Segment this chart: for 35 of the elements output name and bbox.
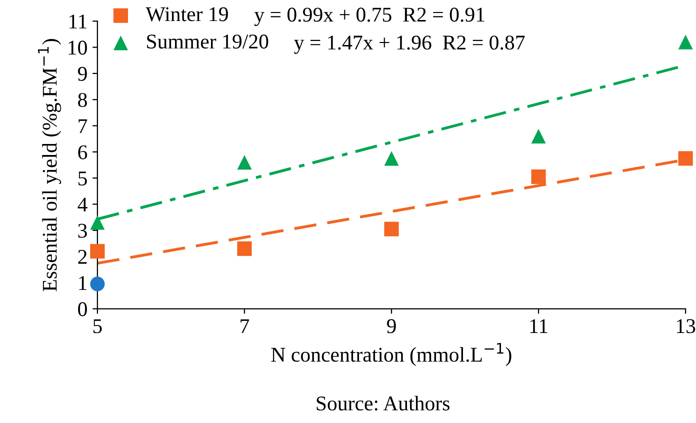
y-tick-label: 3 (78, 224, 87, 238)
x-tick-label: 13 (676, 319, 696, 334)
point (237, 155, 252, 170)
annotation: y = 0.99x + 0.75 R2 = 0.91 (254, 8, 484, 26)
y-tick-label: 7 (78, 119, 88, 133)
y-tick-label: 5 (78, 172, 87, 186)
x-tick-label: 7 (240, 319, 250, 333)
point (90, 276, 105, 292)
point (90, 215, 105, 230)
point (531, 128, 546, 144)
y-tick-label: 4 (78, 198, 88, 212)
y-tick-label: 2 (78, 250, 87, 264)
source-note: Source: Authors (316, 396, 450, 411)
point (384, 222, 399, 236)
x-axis-title: N concentration (mmol.L$^{−1}$) (271, 342, 512, 366)
point (90, 244, 105, 259)
point (678, 151, 693, 166)
point (678, 34, 693, 50)
legend-label: Winter 19 (146, 7, 228, 22)
y-tick-label: 11 (70, 14, 86, 28)
y-tick-label: 10 (68, 40, 87, 55)
y-tick-label: 6 (78, 145, 88, 160)
point (531, 169, 546, 184)
y-tick-label: 9 (78, 66, 87, 81)
point (237, 241, 252, 256)
annotation: y = 1.47x + 1.96 R2 = 0.87 (294, 36, 525, 54)
x-tick-label: 9 (386, 319, 396, 334)
point (384, 151, 399, 166)
y-tick-label: 0 (78, 302, 87, 316)
x-tick-label: 11 (530, 319, 548, 333)
legend-label: Summer 19/20 (147, 34, 268, 49)
x-tick-label: 5 (93, 319, 102, 334)
y-tick-label: 8 (78, 92, 87, 108)
y-axis-title: Essential oil yield (%g.FM$^{−1}$) (38, 39, 62, 292)
y-tick-label: 1 (79, 276, 86, 290)
